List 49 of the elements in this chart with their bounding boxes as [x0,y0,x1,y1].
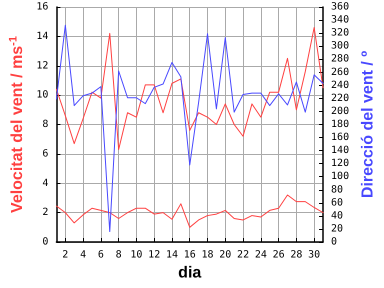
x-tick-label: 16 [184,250,196,260]
x-tick-label: 26 [272,250,285,260]
line-series [56,24,324,232]
y2-tick-label: 240 [331,80,350,91]
y2-tick-label: 40 [331,210,344,222]
x-tick-label: 22 [237,250,250,260]
x-axis-title: dia [178,264,202,282]
y-tick-label: 4 [42,178,48,189]
line-series [56,27,324,150]
y2-tick-label: 300 [331,40,350,52]
x-tick-label: 24 [254,250,267,260]
y-tick-label: 6 [42,148,48,160]
x-tick-label: 10 [130,250,142,260]
x-tick-label: 18 [201,250,214,260]
y-tick-label: 14 [36,30,48,42]
x-tick-label: 6 [98,250,104,260]
y-tick-label: 8 [42,119,48,130]
y2-tick-label: 220 [331,92,350,104]
x-tick-label: 4 [80,250,86,260]
y2-tick-label: 180 [331,119,350,130]
x-tick-label: 12 [148,250,160,260]
x-tick-label: 8 [116,250,122,260]
y2-tick-label: 80 [331,184,344,196]
x-tick-label: 28 [290,250,302,260]
y-tick-label: 0 [42,236,48,248]
y2-tick-label: 320 [331,28,350,39]
y-tick-label: 16 [36,2,48,12]
y2-tick-label: 0 [331,236,338,248]
y2-axis-title: Direcció del vent / º [360,50,376,198]
y2-tick-label: 20 [331,223,344,234]
x-tick-label: 2 [62,250,68,260]
y-tick-label: 2 [42,207,48,218]
y2-tick-label: 260 [331,66,350,78]
y2-tick-label: 280 [331,54,350,65]
y2-tick-label: 340 [331,14,350,26]
y2-tick-label: 200 [331,106,350,117]
y2-tick-label: 100 [331,171,350,182]
y2-tick-label: 360 [331,2,350,12]
y-tick-label: 12 [36,60,48,72]
x-tick-label: 30 [308,250,320,260]
y-axis-title: Velocitat del vent / ms-1 [8,36,26,213]
y2-tick-label: 160 [331,132,350,144]
x-tick-label: 14 [166,250,178,260]
y2-tick-label: 140 [331,145,350,156]
y2-tick-label: 120 [331,158,350,170]
y-tick-label: 10 [36,90,48,101]
line-series [56,194,324,228]
y2-tick-label: 60 [331,197,344,208]
x-tick-label: 20 [219,250,232,260]
